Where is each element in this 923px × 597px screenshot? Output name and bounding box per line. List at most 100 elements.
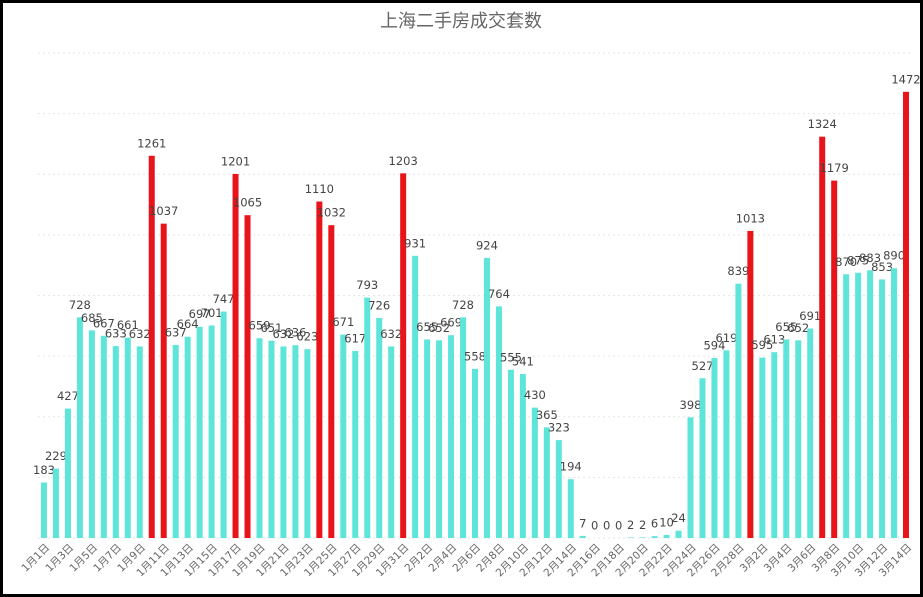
value-label: 10 (659, 515, 674, 529)
value-label: 7 (579, 516, 586, 530)
value-label: 0 (615, 519, 622, 533)
bar (903, 91, 910, 539)
value-label: 931 (404, 236, 426, 250)
bar (448, 335, 455, 538)
bar (460, 317, 467, 538)
bar (256, 338, 263, 538)
bar (543, 427, 550, 538)
value-label: 1261 (137, 136, 166, 150)
bar (52, 468, 59, 538)
bar (112, 346, 119, 538)
bar (436, 340, 443, 538)
value-label: 747 (213, 292, 235, 306)
value-label: 0 (603, 519, 610, 533)
value-label: 1032 (317, 206, 346, 220)
bar (412, 255, 419, 538)
value-label: 637 (165, 325, 187, 339)
bar (400, 173, 407, 538)
value-label: 0 (591, 519, 598, 533)
bar (843, 274, 850, 538)
value-label: 194 (560, 460, 582, 474)
value-label: 2 (627, 518, 634, 532)
bar (88, 330, 95, 538)
value-label: 617 (344, 331, 366, 345)
value-label: 527 (692, 359, 714, 373)
value-label: 652 (428, 321, 450, 335)
bar (891, 268, 898, 538)
value-label: 398 (680, 398, 702, 412)
value-label: 1179 (820, 161, 849, 175)
bar (388, 346, 395, 538)
bar (495, 306, 502, 538)
bar (579, 535, 586, 538)
bar (675, 530, 682, 538)
bar (867, 270, 874, 538)
bar (507, 369, 514, 538)
bar (376, 317, 383, 538)
bar (340, 334, 347, 538)
bar (364, 297, 371, 538)
bar (567, 479, 574, 538)
value-label: 1472 (891, 72, 920, 86)
bar (196, 326, 203, 538)
bar (879, 279, 886, 538)
bar (627, 537, 634, 538)
value-label: 764 (488, 287, 510, 301)
value-label: 697 (189, 307, 211, 321)
value-label: 430 (524, 388, 546, 402)
value-label: 728 (452, 298, 474, 312)
bar (136, 346, 143, 538)
bar (747, 230, 754, 538)
bar (64, 408, 71, 538)
bar (424, 339, 431, 538)
value-label: 623 (296, 330, 318, 344)
bar (807, 328, 814, 538)
bar (555, 440, 562, 538)
value-label: 183 (33, 463, 55, 477)
bar (280, 346, 287, 538)
bar (819, 136, 826, 538)
bar (519, 374, 526, 538)
bar (208, 325, 215, 538)
bar (651, 536, 658, 538)
value-label: 323 (548, 421, 570, 435)
bar (40, 482, 47, 538)
bar (148, 155, 155, 538)
value-label: 883 (859, 251, 881, 265)
value-label: 541 (512, 355, 534, 369)
value-label: 870 (835, 255, 857, 269)
value-label: 594 (703, 338, 725, 352)
value-label: 6 (651, 517, 658, 531)
value-label: 664 (177, 317, 199, 331)
value-label: 24 (671, 511, 686, 525)
value-label: 2 (639, 518, 646, 532)
bar (220, 311, 227, 538)
bar (639, 537, 646, 538)
bar (687, 417, 694, 538)
value-label: 595 (751, 338, 773, 352)
value-label: 1110 (305, 182, 334, 196)
value-label: 636 (284, 326, 306, 340)
value-label: 726 (368, 298, 390, 312)
value-label: 890 (883, 249, 905, 263)
value-label: 1065 (233, 196, 262, 210)
chart-title: 上海二手房成交套数 (380, 11, 542, 32)
value-label: 619 (715, 331, 737, 345)
bar (735, 283, 742, 538)
bar (184, 336, 191, 538)
value-label: 652 (787, 321, 809, 335)
bar (795, 340, 802, 538)
value-label: 924 (476, 238, 498, 252)
value-label: 1203 (389, 154, 418, 168)
bar (531, 407, 538, 538)
value-label: 1013 (736, 211, 765, 225)
value-label: 793 (356, 278, 378, 292)
bar (316, 201, 323, 538)
bar (76, 317, 83, 538)
value-label: 655 (416, 320, 438, 334)
value-label: 659 (249, 319, 271, 333)
value-label: 427 (57, 389, 79, 403)
value-label: 661 (117, 318, 139, 332)
bar (232, 173, 239, 538)
